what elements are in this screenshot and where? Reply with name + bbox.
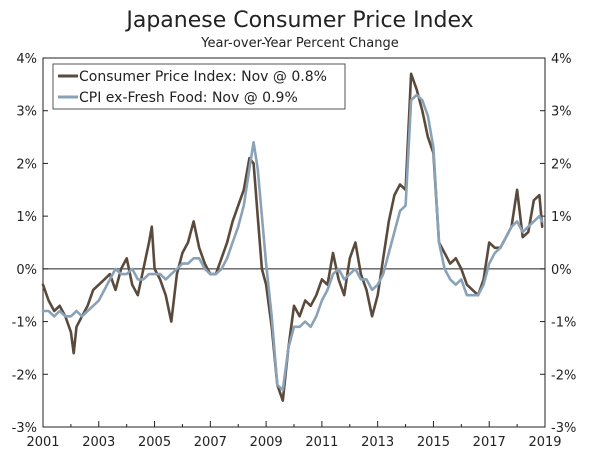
y-tick-label-right: -1% [551,316,576,331]
y-tick-label-right: -2% [551,368,576,383]
y-tick-label-left: -3% [12,421,37,436]
y-tick-label-left: 2% [16,157,37,172]
y-tick-label-right: 3% [551,105,572,120]
series-line-cpi [41,72,544,402]
y-tick-label-right: -3% [551,421,576,436]
x-axis: 2001 2003 2005 2007 2009 2011 2013 2015 2017 2019 [26,421,562,450]
x-tick-label: 2015 [417,435,450,450]
series-line-core [41,93,544,392]
y-axis-right: -3% -2% -1% 0% 1% 2% 3% 4% [540,52,576,436]
y-tick-label-left: -1% [12,316,37,331]
legend: Consumer Price Index: Nov @ 0.8% CPI ex-… [52,63,346,110]
y-tick-label-left: 0% [16,263,37,278]
x-tick-label: 2007 [194,435,227,450]
y-tick-label-right: 4% [551,52,572,67]
chart-subtitle: Year-over-Year Percent Change [200,36,398,51]
y-tick-label-left: 3% [16,105,37,120]
series-group [41,72,544,402]
legend-label-cpi: Consumer Price Index: Nov @ 0.8% [79,69,327,85]
y-tick-label-right: 1% [551,210,572,225]
chart-title: Japanese Consumer Price Index [124,8,473,33]
x-tick-label: 2011 [305,435,338,450]
x-tick-label: 2017 [473,435,506,450]
y-tick-label-right: 2% [551,157,572,172]
x-tick-label: 2019 [528,435,561,450]
x-tick-label: 2003 [82,435,115,450]
plot-frame [42,57,546,428]
y-tick-label-left: -2% [12,368,37,383]
x-tick-label: 2009 [250,435,283,450]
legend-box [52,63,346,110]
y-axis-left: -3% -2% -1% 0% 1% 2% 3% 4% [12,52,48,436]
legend-label-core: CPI ex-Fresh Food: Nov @ 0.9% [79,90,298,106]
y-tick-label-left: 1% [16,210,37,225]
y-tick-label-left: 4% [16,52,37,67]
x-tick-label: 2005 [138,435,171,450]
x-tick-label: 2013 [361,435,394,450]
y-tick-label-right: 0% [551,263,572,278]
x-tick-label: 2001 [26,435,59,450]
